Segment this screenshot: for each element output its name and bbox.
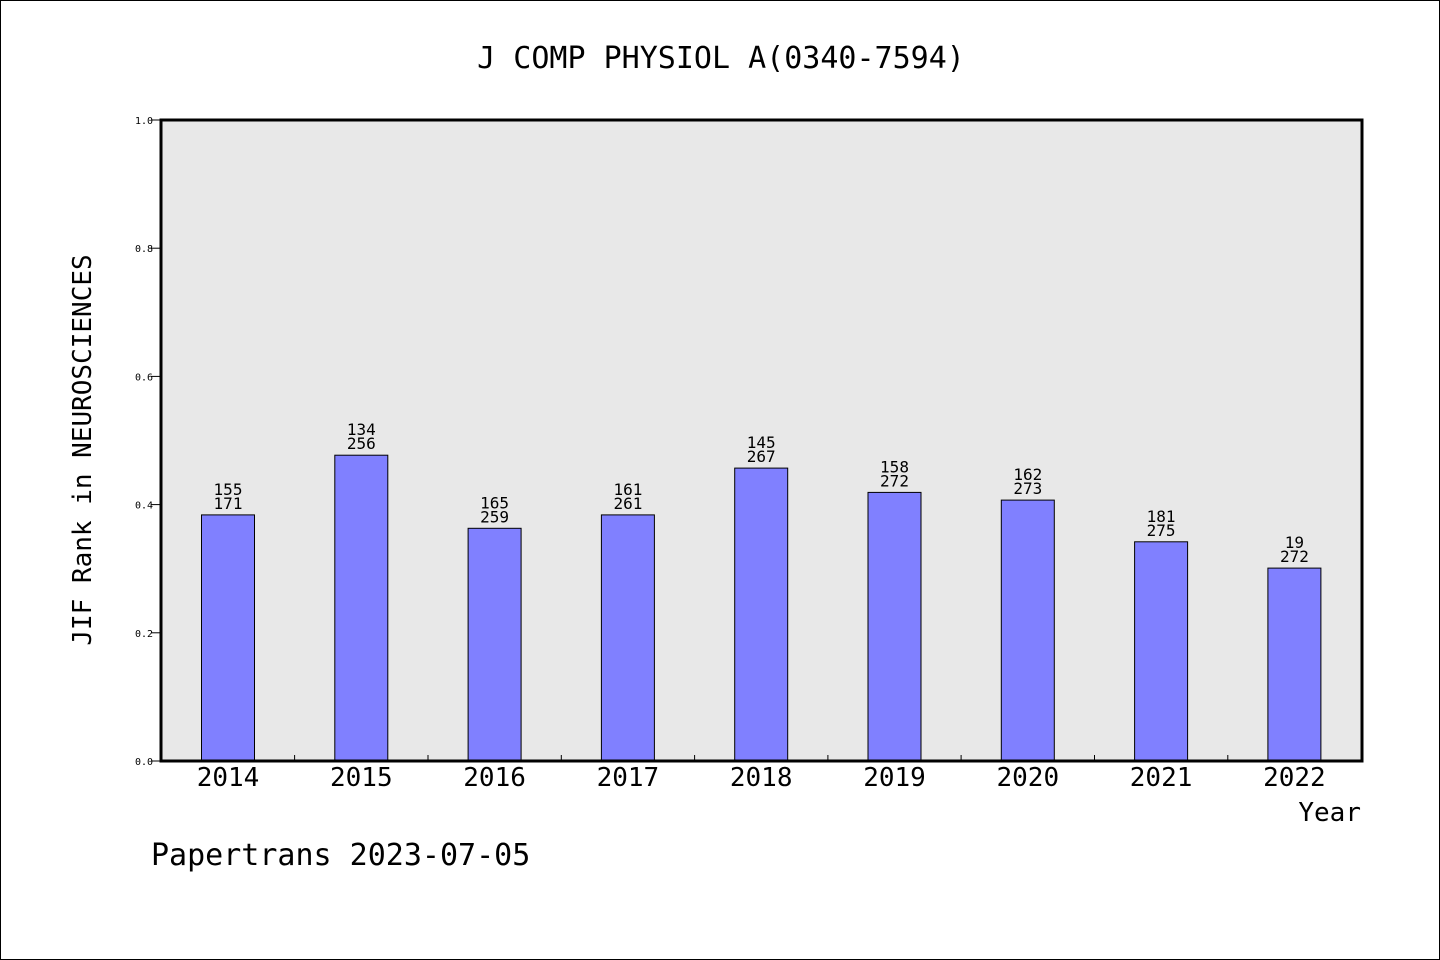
bar-rank-label: 145	[747, 433, 776, 452]
bar-2015	[334, 454, 389, 762]
y-tick-label: 1.0	[135, 116, 153, 127]
bar-total-label: 275	[1147, 521, 1176, 540]
bar-total-label: 273	[1013, 479, 1042, 498]
x-tick-label: 2017	[597, 763, 660, 793]
bar-total-label: 256	[347, 434, 376, 453]
bar-rank-label: 158	[880, 457, 909, 476]
x-tick-label: 2015	[330, 763, 393, 793]
bar-2021	[1134, 541, 1189, 762]
x-axis-label: Year	[1298, 798, 1361, 828]
bar-rank-label: 181	[1147, 507, 1176, 526]
bar-rank-label: 155	[214, 480, 243, 499]
bar-total-label: 259	[480, 507, 509, 526]
x-tick-label: 2020	[996, 763, 1059, 793]
bar-total-label: 272	[1280, 547, 1309, 566]
bar-rank-label: 19	[1285, 533, 1304, 552]
bar-2019	[867, 491, 922, 762]
bar-2014	[201, 514, 255, 762]
bar-2022	[1267, 567, 1322, 762]
bar-2017	[600, 514, 655, 762]
chart-title: J COMP PHYSIOL A(0340-7594)	[477, 41, 965, 76]
y-tick-label: 0.8	[135, 244, 153, 255]
footer-watermark: Papertrans 2023-07-05	[151, 838, 530, 873]
y-tick-label: 0.6	[135, 372, 153, 383]
bar-total-label: 171	[214, 494, 243, 513]
bar-rank-label: 134	[347, 420, 376, 439]
bar-rank-label: 162	[1013, 465, 1042, 484]
x-tick-label: 2022	[1263, 763, 1326, 793]
bar-rank-label: 161	[613, 480, 642, 499]
bar-2016	[467, 527, 522, 762]
y-axis-label: JIF Rank in NEUROSCIENCES	[68, 254, 98, 645]
plot-frame	[159, 118, 1364, 763]
x-tick-label: 2021	[1130, 763, 1193, 793]
bar-2018	[734, 467, 789, 762]
bar-rank-label: 165	[480, 493, 509, 512]
y-tick-label: 0.2	[135, 629, 153, 640]
bar-total-label: 261	[613, 494, 642, 513]
x-tick-label: 2016	[463, 763, 526, 793]
bar-total-label: 267	[747, 447, 776, 466]
x-axis: 2014 2015 2016 2017 2018 2019 2020 2021 2022	[197, 755, 1326, 793]
x-tick-label: 2018	[730, 763, 793, 793]
y-tick-label: 0.0	[135, 757, 153, 768]
bar-2020	[1000, 499, 1055, 762]
bar-total-label: 272	[880, 471, 909, 490]
x-tick-label: 2014	[197, 763, 260, 793]
y-tick-label: 0.4	[135, 501, 153, 512]
x-tick-label: 2019	[863, 763, 926, 793]
y-axis: 0.0 0.2 0.4 0.6 0.8 1.0	[135, 116, 161, 768]
